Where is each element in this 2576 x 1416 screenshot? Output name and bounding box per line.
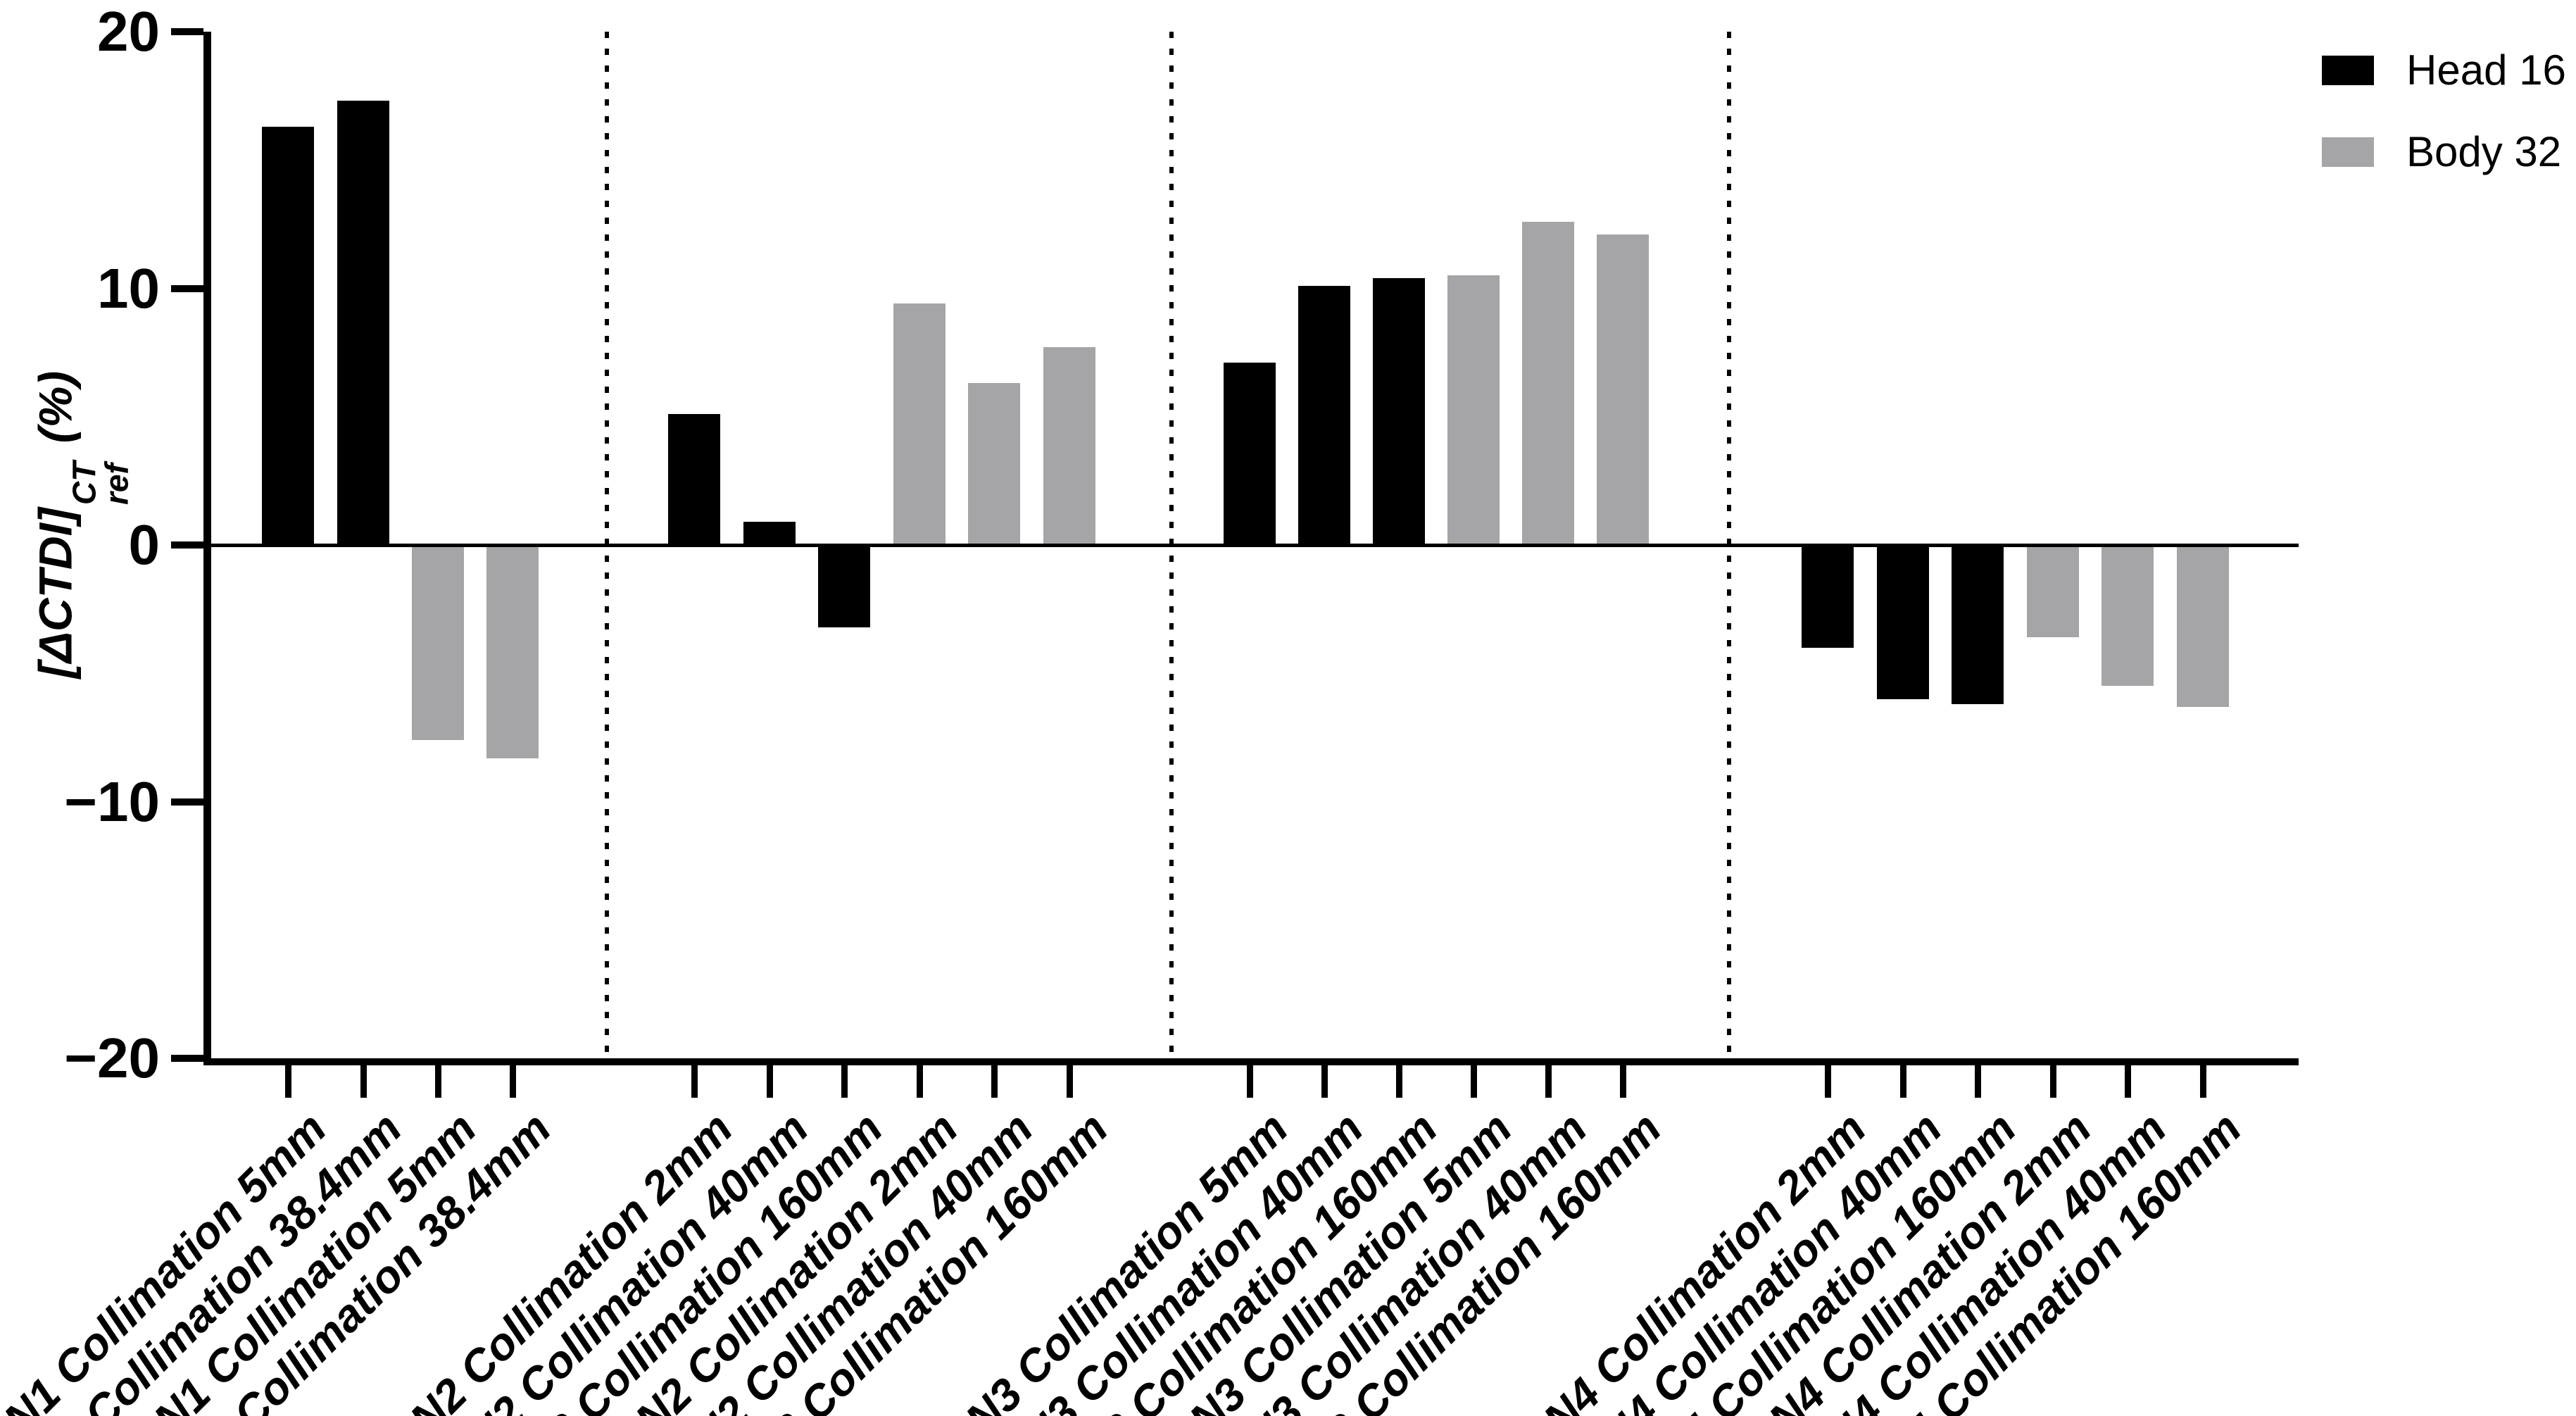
bar <box>668 414 720 545</box>
legend-label-body-32: Body 32 <box>2406 128 2562 175</box>
x-tick <box>767 1065 773 1098</box>
y-axis-spine <box>203 32 211 1065</box>
x-tick <box>2125 1065 2131 1098</box>
bar <box>818 545 870 627</box>
x-tick <box>1396 1065 1402 1098</box>
x-tick <box>510 1065 516 1098</box>
bar <box>1043 347 1095 545</box>
x-tick <box>285 1065 291 1098</box>
y-tick-label: 0 <box>128 513 161 576</box>
y-tick-label: 10 <box>97 256 160 320</box>
bar <box>1802 545 1854 648</box>
legend-item-head-16: Head 16 <box>2322 49 2566 92</box>
x-tick <box>991 1065 998 1098</box>
x-tick <box>917 1065 923 1098</box>
x-tick <box>2200 1065 2206 1098</box>
bar <box>2177 545 2229 707</box>
y-tick-label: −20 <box>64 1027 160 1089</box>
bar <box>1298 285 1350 545</box>
x-tick <box>1247 1065 1253 1098</box>
x-tick <box>841 1065 848 1098</box>
y-tick <box>171 1055 203 1062</box>
bar <box>1877 545 1929 699</box>
legend-swatch-body-32 <box>2322 137 2374 167</box>
bar <box>2027 545 2079 638</box>
x-tick <box>1900 1065 1906 1098</box>
x-tick <box>360 1065 367 1098</box>
bar <box>1224 363 1276 545</box>
y-tick <box>171 284 203 292</box>
legend-label-head-16: Head 16 <box>2406 46 2566 94</box>
bar <box>1952 545 2004 704</box>
bar <box>412 545 464 741</box>
bar <box>337 101 389 545</box>
x-tick <box>1825 1065 1831 1098</box>
x-tick <box>1975 1065 1981 1098</box>
bar <box>968 383 1020 545</box>
y-tick-label: 20 <box>97 0 160 63</box>
x-tick <box>2050 1065 2056 1098</box>
x-tick <box>435 1065 441 1098</box>
bar <box>1373 277 1425 545</box>
y-tick <box>171 798 203 806</box>
legend: Head 16 Body 32 <box>2322 49 2566 173</box>
y-tick-label: −10 <box>64 770 160 833</box>
x-tick <box>1471 1065 1477 1098</box>
x-axis-line <box>203 1058 2299 1065</box>
legend-item-body-32: Body 32 <box>2322 131 2566 173</box>
bar <box>743 522 796 545</box>
bar <box>1447 275 1500 545</box>
legend-swatch-head-16 <box>2322 56 2374 85</box>
x-tick <box>1067 1065 1073 1098</box>
bar <box>893 303 945 545</box>
x-tick <box>1545 1065 1552 1098</box>
x-tick <box>1321 1065 1328 1098</box>
bar <box>486 545 539 758</box>
y-tick <box>171 541 203 549</box>
bar <box>1522 221 1574 545</box>
bar <box>2101 545 2154 687</box>
zero-line <box>203 544 2299 547</box>
bar <box>262 126 314 545</box>
y-tick <box>171 28 203 35</box>
x-tick <box>691 1065 698 1098</box>
bar <box>1597 234 1649 545</box>
x-tick <box>1620 1065 1626 1098</box>
